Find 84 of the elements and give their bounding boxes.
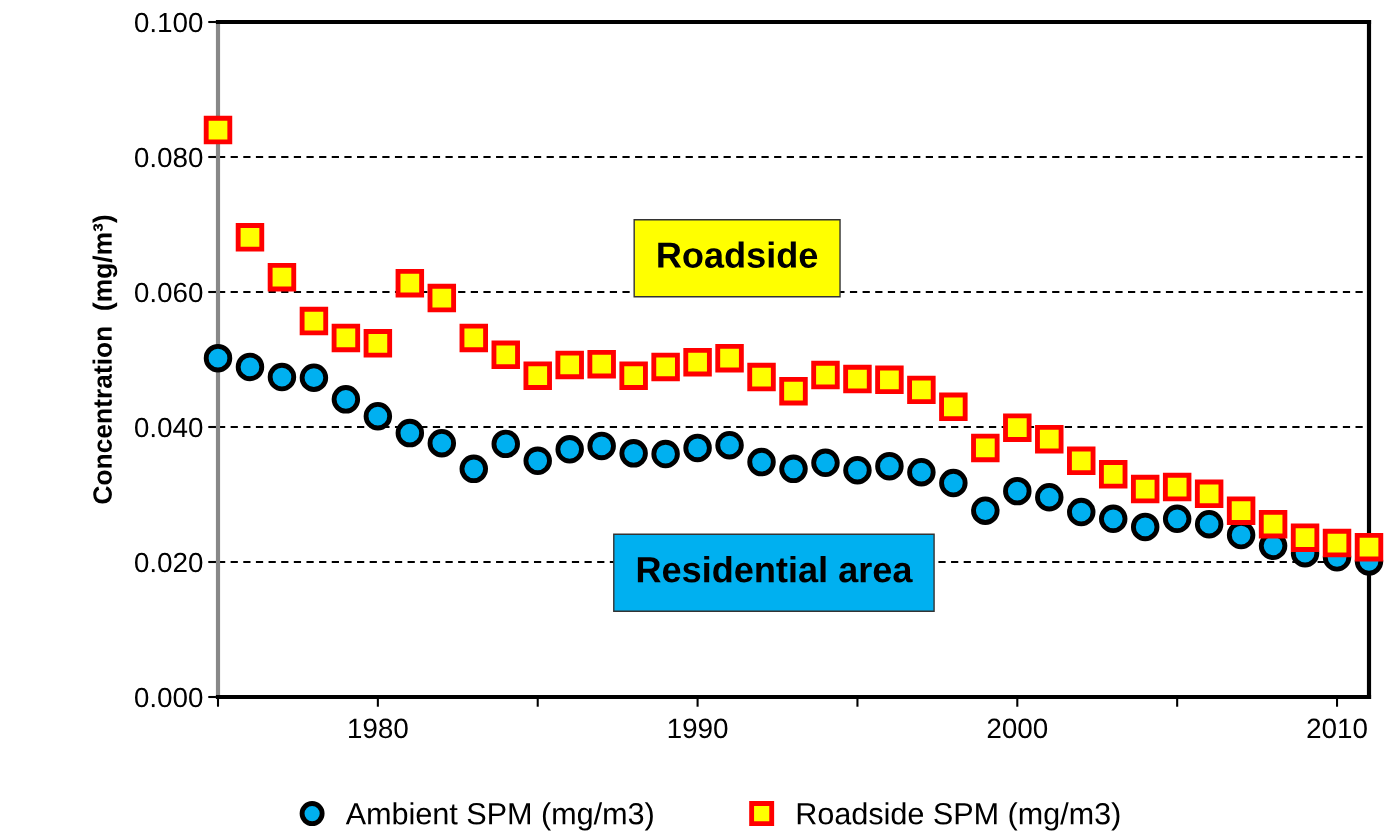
y-tick-label: 0.100 [135, 12, 203, 33]
y-tick-label: 0.000 [135, 687, 203, 708]
point [779, 454, 808, 484]
x-tick-label: 2000 [987, 718, 1048, 739]
annotation: Roadside [658, 241, 818, 268]
point [1067, 497, 1096, 527]
point [299, 363, 329, 392]
point [491, 429, 520, 459]
point [939, 468, 968, 498]
point [427, 283, 457, 313]
point [587, 431, 616, 461]
y-tick-label: 0.040 [135, 417, 203, 438]
point [267, 362, 297, 392]
legend-label: Roadside SPM (mg/m3) [797, 802, 1120, 831]
point [811, 448, 840, 478]
point [395, 418, 425, 448]
point [651, 352, 680, 382]
point [1130, 512, 1160, 542]
point [203, 343, 233, 373]
point [587, 349, 616, 379]
point [779, 376, 808, 406]
point [395, 268, 425, 298]
point [971, 433, 1000, 463]
point [235, 352, 265, 382]
point [363, 329, 393, 358]
point [619, 361, 648, 390]
point [1354, 532, 1384, 562]
point [427, 428, 457, 458]
point [1098, 504, 1128, 534]
point [1003, 413, 1032, 442]
point [203, 115, 233, 145]
point [971, 496, 1000, 525]
point [331, 385, 361, 414]
annotation: Residential area [637, 555, 913, 583]
x-tick-label: 2010 [1307, 718, 1367, 739]
point [1098, 460, 1128, 489]
point [907, 457, 936, 487]
point [1035, 424, 1064, 454]
point [491, 340, 520, 370]
y-tick-label: 0.080 [135, 147, 203, 168]
point [1130, 474, 1160, 504]
point [555, 350, 584, 380]
point [523, 446, 552, 475]
point [619, 439, 648, 468]
point [715, 343, 744, 373]
point [459, 454, 489, 484]
point [459, 323, 489, 353]
point [843, 455, 872, 485]
point [651, 439, 680, 469]
point [683, 433, 712, 463]
point [1194, 479, 1224, 509]
point [523, 361, 552, 390]
point [1258, 509, 1288, 539]
point [1162, 504, 1192, 534]
point [939, 392, 968, 421]
point [235, 223, 265, 252]
point [363, 401, 393, 431]
point [811, 360, 840, 390]
point [1226, 496, 1256, 525]
y-tick-label: 0.020 [135, 552, 203, 573]
point [875, 451, 904, 481]
point [1035, 482, 1064, 512]
point [1322, 528, 1352, 558]
x-tick-label: 1980 [349, 718, 408, 739]
point [683, 347, 712, 377]
point [1067, 446, 1096, 475]
x-tick-label: 1990 [668, 718, 728, 739]
point [715, 430, 744, 460]
point [299, 306, 329, 336]
point [875, 365, 904, 394]
point [267, 262, 297, 292]
point [1194, 509, 1224, 539]
legend-label: Ambient SPM (mg/m3) [345, 802, 653, 831]
point [555, 435, 584, 464]
point [907, 375, 936, 405]
point [747, 447, 776, 477]
point [843, 364, 872, 394]
point [1162, 472, 1192, 502]
point [1003, 476, 1032, 506]
point [1290, 523, 1320, 552]
y-axis-title: Concentration (mg/m³) [92, 215, 118, 504]
point [331, 323, 361, 353]
point [747, 362, 776, 392]
y-tick-label: 0.060 [135, 282, 203, 303]
